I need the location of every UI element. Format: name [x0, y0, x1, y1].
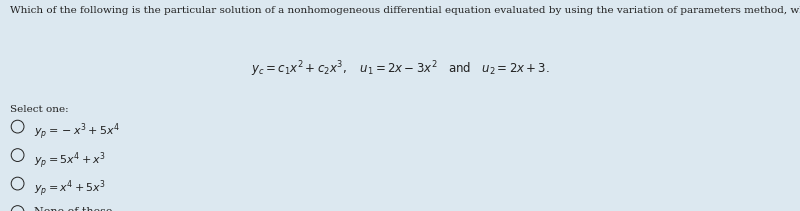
Text: $y_p = 5x^4 + x^3$: $y_p = 5x^4 + x^3$ [34, 150, 106, 171]
Text: $y_c = c_1x^2 + c_2x^3, \quad u_1 = 2x - 3x^2 \quad \text{and} \quad u_2 = 2x + : $y_c = c_1x^2 + c_2x^3, \quad u_1 = 2x -… [250, 59, 550, 79]
Text: Which of the following is the particular solution of a nonhomogeneous differenti: Which of the following is the particular… [10, 6, 800, 15]
Text: $y_p = -x^3 + 5x^4$: $y_p = -x^3 + 5x^4$ [34, 121, 120, 142]
Text: $y_p = x^4 + 5x^3$: $y_p = x^4 + 5x^3$ [34, 178, 106, 199]
Text: None of these: None of these [34, 207, 112, 211]
Text: Select one:: Select one: [10, 106, 68, 115]
